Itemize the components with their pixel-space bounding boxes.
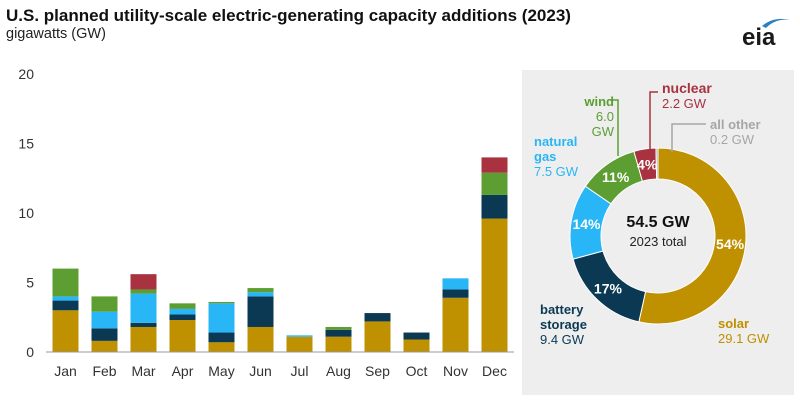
donut-pct-natural-gas: 14% [572, 216, 601, 232]
bar-oct-solar [403, 339, 430, 352]
bar-nov-battery [442, 289, 469, 298]
leader-line-all-other [671, 123, 706, 152]
bar-apr-natural-gas [169, 308, 196, 315]
bar-jan-wind [52, 268, 79, 297]
bar-jun-battery [247, 296, 274, 327]
bar-dec-solar [481, 218, 508, 352]
donut-label-wind: wind 6.0 GW [584, 94, 614, 139]
donut-pct-solar: 54% [716, 236, 745, 252]
bar-mar-wind [130, 289, 157, 294]
donut-label-natural-gas: natural gas 7.5 GW [534, 134, 579, 179]
donut-label-battery-storage: battery storage 9.4 GW [540, 302, 587, 347]
stacked-bar-chart: 0 5 10 15 20 Jan Feb Mar Apr May Jun Jul Aug Sep Oct N… [18, 66, 514, 379]
donut-total-value: 54.5 GW [626, 214, 690, 231]
bar-jan-natural-gas [52, 296, 79, 301]
y-tick-label-20: 20 [18, 66, 34, 82]
bar-aug-wind [325, 326, 352, 330]
bar-jun-solar [247, 326, 274, 352]
donut-total-label: 2023 total [629, 234, 687, 249]
bar-apr-wind [169, 303, 196, 309]
bar-feb-natural-gas [91, 311, 118, 329]
x-tick-label-sep: Sep [365, 363, 390, 379]
donut-pct-wind: 11% [602, 169, 630, 185]
donut-slices [569, 147, 747, 325]
bar-jul-natural-gas [286, 335, 313, 337]
x-tick-label-jul: Jul [291, 363, 309, 379]
chart-title: U.S. planned utility-scale electric-gene… [6, 6, 571, 25]
bar-aug-solar [325, 336, 352, 352]
x-tick-label-apr: Apr [172, 363, 194, 379]
leader-line-wind [610, 99, 619, 156]
bar-dec-battery [481, 194, 508, 219]
bar-may-battery [208, 332, 235, 343]
bar-feb-battery [91, 328, 118, 341]
bar-dec-wind [481, 172, 508, 195]
bar-mar-nuclear [130, 274, 157, 290]
bar-stacks [46, 157, 514, 353]
bar-aug-battery [325, 329, 352, 337]
x-tick-label-dec: Dec [482, 363, 507, 379]
bar-dec-nuclear [481, 157, 508, 173]
bar-sep-battery [364, 313, 391, 322]
eia-logo-text: eia [742, 24, 776, 51]
bar-feb-solar [91, 340, 118, 352]
bar-oct-battery [403, 332, 430, 340]
x-tick-label-feb: Feb [92, 363, 116, 379]
donut-slice-solar [638, 147, 747, 325]
donut-label-nuclear: nuclear 2.2 GW [662, 80, 712, 112]
x-tick-label-nov: Nov [443, 363, 468, 379]
donut-leader-lines [610, 91, 706, 156]
donut-percent-labels: 54% 17% 14% 11% 4% [572, 156, 744, 296]
x-tick-label-jun: Jun [249, 363, 272, 379]
y-tick-label-15: 15 [18, 136, 34, 152]
x-tick-label-oct: Oct [406, 363, 428, 379]
donut-label-all-other: all other 0.2 GW [710, 117, 761, 147]
x-axis-ticks: Jan Feb Mar Apr May Jun Jul Aug Sep Oct Nov Dec [54, 363, 507, 379]
donut-slice-all-other [655, 147, 659, 180]
bar-sep-solar [364, 321, 391, 352]
x-tick-label-jan: Jan [54, 363, 77, 379]
bar-apr-solar [169, 320, 196, 352]
x-tick-label-mar: Mar [131, 363, 155, 379]
y-tick-label-10: 10 [18, 205, 34, 221]
x-tick-label-may: May [208, 363, 234, 379]
bar-jun-natural-gas [247, 292, 274, 297]
chart-subtitle: gigawatts (GW) [6, 26, 106, 42]
bar-apr-battery [169, 314, 196, 321]
y-tick-label-5: 5 [26, 275, 34, 291]
bar-mar-battery [130, 322, 157, 327]
bar-nov-solar [442, 297, 469, 352]
x-tick-label-aug: Aug [326, 363, 351, 379]
bar-may-solar [208, 342, 235, 352]
donut-pct-nuclear: 4% [637, 156, 658, 172]
bar-may-wind [208, 301, 235, 304]
bar-jun-wind [247, 288, 274, 293]
bar-jan-solar [52, 310, 79, 352]
bar-nov-natural-gas [442, 278, 469, 290]
eia-logo-swoosh-icon [762, 18, 790, 28]
bar-may-natural-gas [208, 303, 235, 333]
y-axis-ticks: 0 5 10 15 20 [18, 66, 34, 360]
y-tick-label-0: 0 [26, 344, 34, 360]
bar-jan-battery [52, 300, 79, 311]
bar-mar-solar [130, 326, 157, 352]
bar-jul-solar [286, 336, 313, 352]
donut-chart: 54% 17% 14% 11% 4% [569, 91, 747, 325]
donut-pct-battery: 17% [594, 280, 623, 296]
bar-mar-natural-gas [130, 293, 157, 323]
donut-panel: 54% 17% 14% 11% 4% wind 6.0 GW nuclear 2.2 G… [522, 70, 794, 395]
donut-label-solar: solar 29.1 GW [718, 316, 770, 346]
bar-feb-wind [91, 296, 118, 312]
leader-line-nuclear [649, 91, 658, 152]
eia-logo: eia [740, 14, 792, 51]
